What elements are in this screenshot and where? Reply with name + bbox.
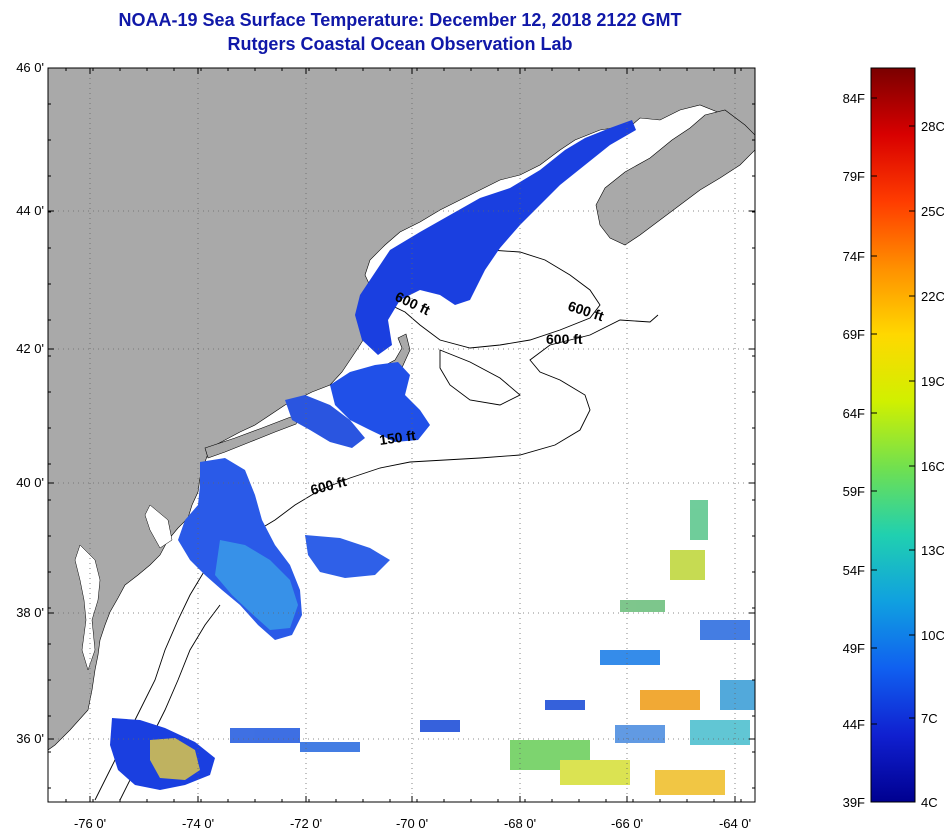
colorbar-c-label: 4C (921, 795, 938, 810)
colorbar-f-label: 79F (843, 169, 865, 184)
temperature-colorbar: 84F 79F 74F 69F 64F 59F 54F 49F 44F 39F 28C 25C 22C… (843, 67, 944, 810)
colorbar-c-label: 19C (921, 374, 944, 389)
colorbar-f-label: 59F (843, 484, 865, 499)
map-frame (47, 67, 756, 803)
longitude-label: -74 0' (182, 816, 214, 831)
map-subtitle: Rutgers Coastal Ocean Observation Lab (227, 34, 573, 54)
colorbar-f-label: 44F (843, 717, 865, 732)
longitude-label: -72 0' (290, 816, 322, 831)
latitude-label: 40 0' (16, 475, 44, 490)
colorbar-c-label: 22C (921, 289, 944, 304)
colorbar-c-label: 7C (921, 711, 938, 726)
colorbar-f-label: 84F (843, 91, 865, 106)
longitude-labels: -76 0' -74 0' -72 0' -70 0' -68 0' -66 0' -64 … (74, 816, 751, 831)
latitude-label: 36 0' (16, 731, 44, 746)
latitude-label: 38 0' (16, 605, 44, 620)
latitude-label: 42 0' (16, 341, 44, 356)
colorbar-c-label: 13C (921, 543, 944, 558)
colorbar-c-label: 28C (921, 119, 944, 134)
sst-cold-patches (110, 120, 636, 790)
longitude-label: -66 0' (611, 816, 643, 831)
longitude-label: -68 0' (504, 816, 536, 831)
longitude-label: -76 0' (74, 816, 106, 831)
sst-offshore-scatter (230, 500, 755, 795)
colorbar-c-label: 25C (921, 204, 944, 219)
nova-scotia-land (595, 109, 755, 246)
colorbar-f-label: 74F (843, 249, 865, 264)
latitude-label: 44 0' (16, 203, 44, 218)
contour-label: 600 ft (546, 331, 583, 347)
colorbar-c-label: 16C (921, 459, 944, 474)
map-title: NOAA-19 Sea Surface Temperature: Decembe… (118, 10, 682, 30)
colorbar-f-label: 54F (843, 563, 865, 578)
long-island-land (204, 413, 301, 459)
colorbar-celsius-labels: 28C 25C 22C 19C 16C 13C 10C 7C 4C (909, 119, 944, 810)
latitude-labels: 46 0' 44 0' 42 0' 40 0' 38 0' 36 0' (16, 60, 44, 746)
colorbar-f-label: 69F (843, 327, 865, 342)
latitude-label: 46 0' (16, 60, 44, 75)
longitude-label: -70 0' (396, 816, 428, 831)
longitude-label: -64 0' (719, 816, 751, 831)
colorbar-fahrenheit-labels: 84F 79F 74F 69F 64F 59F 54F 49F 44F 39F (843, 91, 877, 810)
colorbar-c-label: 10C (921, 628, 944, 643)
colorbar-f-label: 39F (843, 795, 865, 810)
contour-label: 150 ft (378, 427, 417, 448)
map-plot-area (48, 68, 755, 802)
colorbar-f-label: 49F (843, 641, 865, 656)
colorbar-f-label: 64F (843, 406, 865, 421)
